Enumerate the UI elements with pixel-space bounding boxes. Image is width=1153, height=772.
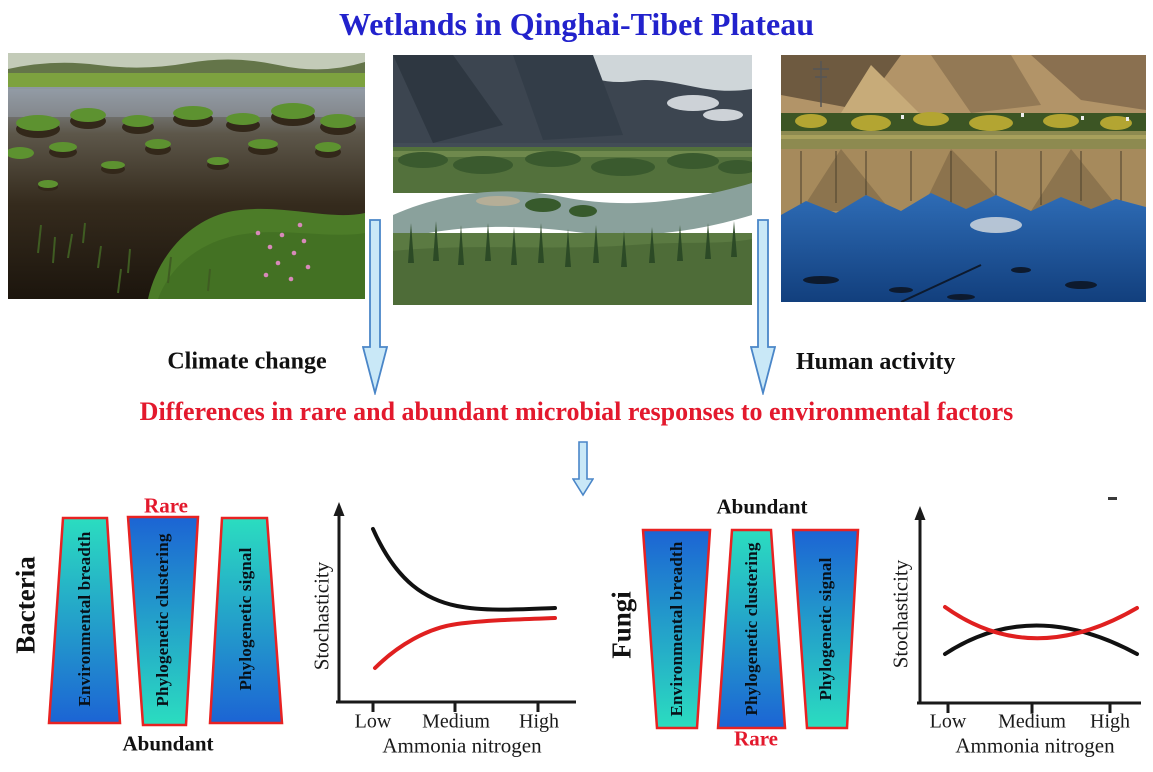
fungi-phylogenetic-signal-label: Phylogenetic signal bbox=[816, 557, 835, 701]
water-debris bbox=[803, 267, 1097, 300]
human-activity-label: Human activity bbox=[796, 349, 956, 375]
fungi-xtick-medium: Medium bbox=[998, 710, 1066, 733]
fungi-group-label: Fungi bbox=[606, 591, 637, 659]
bacteria-phylogenetic-clustering-trapezoid bbox=[126, 515, 200, 727]
fungi-chart-xlabel: Ammonia nitrogen bbox=[955, 733, 1115, 758]
bacteria-phylogenetic-signal-trapezoid bbox=[208, 516, 284, 725]
bacteria-environmental-breadth-label: Environmental breadth bbox=[75, 531, 94, 707]
blue-water bbox=[781, 193, 1146, 302]
bacteria-group-label: Bacteria bbox=[10, 556, 41, 654]
y-axis-arrowhead bbox=[333, 502, 345, 516]
bacteria-xtick-low: Low bbox=[354, 710, 392, 733]
climate-change-label: Climate change bbox=[167, 348, 327, 375]
bacteria-chart-xlabel: Ammonia nitrogen bbox=[382, 733, 542, 758]
statement-down-arrow-icon bbox=[572, 441, 594, 497]
fungi-environmental-breadth-trapezoid bbox=[641, 528, 712, 730]
grass-blades bbox=[37, 222, 211, 294]
bacteria-chart-ylabel: Stochasticity bbox=[309, 561, 334, 671]
fungi-phylogenetic-clustering-label: Phylogenetic clustering bbox=[742, 542, 761, 716]
pink-flowers bbox=[255, 222, 311, 282]
marsh-hummocks-photo bbox=[8, 53, 365, 299]
bacteria-abundant-label: Abundant bbox=[122, 731, 214, 756]
tree-row bbox=[408, 221, 737, 267]
red-curve bbox=[943, 605, 1139, 641]
marsh-band bbox=[781, 131, 1146, 151]
black-curve bbox=[943, 623, 1139, 656]
bacteria-chart bbox=[333, 502, 576, 712]
bacteria-xtick-medium: Medium bbox=[422, 710, 490, 733]
cloud-reflection bbox=[970, 217, 1022, 233]
fungi-trapezoids bbox=[641, 528, 860, 730]
dash-mark bbox=[1108, 497, 1117, 500]
fungi-xtick-low: Low bbox=[929, 710, 967, 733]
fungi-xtick-high: High bbox=[1090, 710, 1130, 733]
bacteria-rare-label: Rare bbox=[144, 493, 188, 518]
fungi-environmental-breadth-label: Environmental breadth bbox=[667, 541, 686, 717]
bacteria-environmental-breadth-trapezoid bbox=[47, 516, 122, 725]
power-pylon bbox=[813, 61, 829, 107]
fungi-phylogenetic-clustering-trapezoid bbox=[716, 528, 787, 730]
x-ticks bbox=[371, 702, 540, 712]
reeds bbox=[800, 151, 1122, 205]
river-valley-photo bbox=[393, 55, 752, 305]
bacteria-trapezoids bbox=[47, 515, 284, 727]
statement-text: Differences in rare and abundant microbi… bbox=[139, 397, 1014, 426]
grass-hummocks bbox=[8, 103, 356, 191]
y-axis-arrowhead bbox=[914, 506, 926, 520]
bacteria-phylogenetic-clustering-label: Phylogenetic clustering bbox=[153, 533, 172, 707]
fungi-abundant-label: Abundant bbox=[716, 494, 808, 519]
figure-title: Wetlands in Qinghai-Tibet Plateau bbox=[338, 6, 815, 42]
red-curve bbox=[373, 616, 557, 670]
bacteria-xtick-high: High bbox=[519, 710, 559, 733]
fungi-chart bbox=[914, 506, 1141, 713]
climate-down-arrow-icon bbox=[362, 219, 388, 395]
lake-reflection-photo bbox=[781, 55, 1146, 302]
fungi-chart-ylabel: Stochasticity bbox=[888, 559, 913, 669]
human-down-arrow-icon bbox=[750, 219, 776, 395]
x-ticks bbox=[946, 703, 1112, 713]
bacteria-phylogenetic-signal-label: Phylogenetic signal bbox=[236, 547, 255, 691]
fungi-rare-label: Rare bbox=[734, 726, 778, 751]
fungi-phylogenetic-signal-trapezoid bbox=[791, 528, 860, 730]
black-curve bbox=[371, 527, 557, 612]
